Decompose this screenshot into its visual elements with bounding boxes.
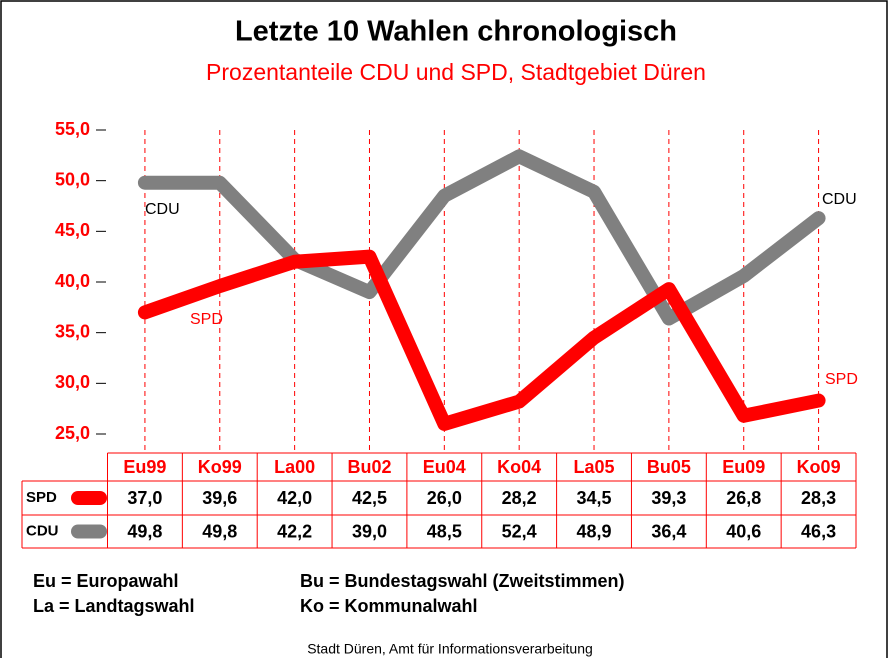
x-tick-label: Ko09 [797,457,841,477]
table-value: 39,6 [202,488,237,508]
y-tick-label: 50,0 [55,169,90,189]
note: Bu = Bundestagswahl (Zweitstimmen) [300,571,625,591]
table-value: 39,3 [651,488,686,508]
legend-label: SPD [26,489,57,506]
note: La = Landtagswahl [33,596,195,616]
y-tick-label: 55,0 [55,119,90,139]
table-value: 46,3 [801,521,836,541]
y-tick-label: 25,0 [55,423,90,443]
table-value: 28,3 [801,488,836,508]
line-label: SPD [825,371,858,388]
chart-subtitle: Prozentanteile CDU und SPD, Stadtgebiet … [206,59,706,85]
table-value: 34,5 [577,488,612,508]
table-value: 52,4 [502,521,537,541]
table-value: 49,8 [202,521,237,541]
table-value: 40,6 [726,521,761,541]
table-value: 36,4 [651,521,686,541]
y-tick-label: 35,0 [55,321,90,341]
table-value: 49,8 [127,521,162,541]
x-tick-label: Eu99 [123,457,166,477]
line-label: CDU [822,191,857,208]
x-tick-label: Bu02 [347,457,391,477]
line-series [137,149,826,326]
y-tick-label: 45,0 [55,220,90,240]
x-tick-label: Eu09 [722,457,765,477]
chart-title: Letzte 10 Wahlen chronologisch [235,16,677,48]
note: Ko = Kommunalwahl [300,596,478,616]
line-series [137,249,826,431]
table-value: 42,5 [352,488,387,508]
x-tick-label: La00 [274,457,315,477]
x-tick-label: Ko04 [497,457,541,477]
y-tick-label: 30,0 [55,372,90,392]
line-label: CDU [145,201,180,218]
line-label: SPD [190,311,223,328]
table-value: 26,8 [726,488,761,508]
table-value: 42,0 [277,488,312,508]
note: Eu = Europawahl [33,571,179,591]
y-tick-label: 40,0 [55,271,90,291]
table-value: 39,0 [352,521,387,541]
source: Stadt Düren, Amt für Informationsverarbe… [307,641,593,657]
legend-label: CDU [26,522,59,539]
x-tick-label: Eu04 [423,457,466,477]
x-tick-label: Ko99 [198,457,242,477]
table-value: 42,2 [277,521,312,541]
table-value: 26,0 [427,488,462,508]
table-value: 48,9 [577,521,612,541]
x-tick-label: Bu05 [647,457,691,477]
table-value: 37,0 [127,488,162,508]
table-value: 28,2 [502,488,537,508]
x-tick-label: La05 [574,457,615,477]
table-value: 48,5 [427,521,462,541]
